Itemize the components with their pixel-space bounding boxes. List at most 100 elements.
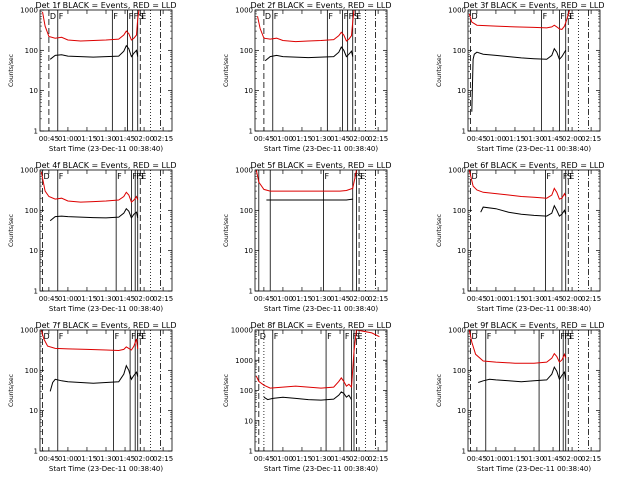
plot-frame bbox=[255, 330, 387, 451]
y-tick-label: 10 bbox=[29, 87, 38, 95]
plot-frame bbox=[255, 10, 387, 131]
y-tick-label: 100 bbox=[240, 387, 253, 395]
x-tick-label: 02:00 bbox=[349, 135, 369, 143]
plot-frame bbox=[468, 330, 600, 451]
y-tick-label: 1000 bbox=[448, 167, 466, 175]
y-tick-label: 1 bbox=[462, 448, 466, 456]
y-axis-label: Counts/sec bbox=[436, 214, 443, 247]
y-tick-label: 100 bbox=[240, 207, 253, 215]
event-marker-label: F bbox=[540, 332, 545, 341]
y-tick-label: 1000 bbox=[448, 327, 466, 335]
x-axis-label: Start Time (23-Dec-11 00:38:40) bbox=[49, 465, 163, 473]
x-tick-label: 02:15 bbox=[581, 455, 601, 463]
x-axis-label: Start Time (23-Dec-11 00:38:40) bbox=[264, 305, 378, 313]
x-axis-label: Start Time (23-Dec-11 00:38:40) bbox=[264, 145, 378, 153]
event-marker-label: F bbox=[345, 332, 350, 341]
plot-frame bbox=[40, 170, 172, 291]
x-tick-label: 02:15 bbox=[581, 295, 601, 303]
event-marker-label: F bbox=[327, 332, 332, 341]
panel-2: Det 2f BLACK = Events, RED = LLD Counts/s… bbox=[223, 1, 392, 153]
y-axis-label: Counts/sec bbox=[223, 374, 230, 407]
x-tick-label: 02:15 bbox=[368, 455, 388, 463]
x-tick-label: 00:45 bbox=[467, 135, 487, 143]
panel-title: Det 3f BLACK = Events, RED = LLD bbox=[463, 1, 604, 10]
panel-title: Det 2f BLACK = Events, RED = LLD bbox=[250, 1, 391, 10]
x-tick-label: 02:15 bbox=[581, 135, 601, 143]
x-tick-label: 01:00 bbox=[486, 295, 506, 303]
event-marker-label: F bbox=[543, 12, 548, 21]
y-tick-label: 10 bbox=[457, 247, 466, 255]
series-line-events bbox=[478, 367, 566, 382]
event-marker-label: E bbox=[569, 332, 574, 341]
y-tick-label: 1000 bbox=[20, 7, 38, 15]
y-tick-label: 100 bbox=[453, 367, 466, 375]
x-tick-label: 01:00 bbox=[273, 135, 293, 143]
event-marker-label: F bbox=[274, 12, 279, 21]
x-tick-label: 02:00 bbox=[134, 135, 154, 143]
x-tick-label: 01:45 bbox=[115, 135, 135, 143]
plot-frame bbox=[468, 170, 600, 291]
plot-frame bbox=[468, 10, 600, 131]
y-tick-label: 10 bbox=[244, 417, 253, 425]
x-tick-label: 00:45 bbox=[467, 455, 487, 463]
x-tick-label: 01:15 bbox=[505, 295, 525, 303]
x-tick-label: 02:00 bbox=[134, 295, 154, 303]
y-axis-label: Counts/sec bbox=[8, 214, 15, 247]
event-marker-label: F bbox=[115, 332, 120, 341]
series-line-events bbox=[266, 199, 352, 200]
x-tick-label: 01:45 bbox=[330, 135, 350, 143]
series-line-lld bbox=[43, 10, 140, 41]
x-tick-label: 00:45 bbox=[254, 135, 274, 143]
x-tick-label: 01:15 bbox=[77, 135, 97, 143]
event-marker-label: F bbox=[487, 332, 492, 341]
event-marker-label: F bbox=[113, 12, 118, 21]
event-marker-label: E bbox=[360, 172, 365, 181]
x-axis-label: Start Time (23-Dec-11 00:38:40) bbox=[477, 145, 591, 153]
panel-title: Det 8f BLACK = Events, RED = LLD bbox=[250, 321, 391, 330]
y-tick-label: 100 bbox=[25, 367, 38, 375]
x-tick-label: 01:15 bbox=[292, 135, 312, 143]
x-tick-label: 02:15 bbox=[368, 295, 388, 303]
x-tick-label: 00:45 bbox=[254, 295, 274, 303]
x-tick-label: 01:30 bbox=[311, 135, 331, 143]
x-tick-label: 01:00 bbox=[58, 455, 78, 463]
x-tick-label: 00:45 bbox=[254, 455, 274, 463]
y-axis-label: Counts/sec bbox=[223, 214, 230, 247]
series-line-lld bbox=[41, 172, 137, 202]
x-tick-label: 02:00 bbox=[562, 455, 582, 463]
y-tick-label: 1000 bbox=[235, 7, 253, 15]
series-line-lld bbox=[256, 170, 356, 191]
panel-1: Det 1f BLACK = Events, RED = LLD Counts/s… bbox=[8, 1, 177, 153]
event-marker-label: D bbox=[44, 172, 50, 181]
y-tick-label: 10 bbox=[29, 407, 38, 415]
panel-6: Det 6f BLACK = Events, RED = LLD Counts/s… bbox=[436, 161, 605, 313]
x-tick-label: 01:30 bbox=[311, 295, 331, 303]
x-tick-label: 01:45 bbox=[330, 295, 350, 303]
panel-title: Det 9f BLACK = Events, RED = LLD bbox=[463, 321, 604, 330]
y-tick-label: 10000 bbox=[231, 327, 253, 335]
y-axis-label: Counts/sec bbox=[8, 54, 15, 87]
y-axis-label: Counts/sec bbox=[436, 374, 443, 407]
series-line-events bbox=[50, 46, 138, 60]
y-tick-label: 100 bbox=[25, 207, 38, 215]
x-tick-label: 01:45 bbox=[543, 455, 563, 463]
y-tick-label: 100 bbox=[240, 47, 253, 55]
y-tick-label: 10 bbox=[244, 87, 253, 95]
x-tick-label: 01:45 bbox=[543, 295, 563, 303]
panel-title: Det 1f BLACK = Events, RED = LLD bbox=[35, 1, 176, 10]
event-marker-label: F bbox=[328, 12, 333, 21]
x-tick-label: 00:45 bbox=[39, 135, 59, 143]
panel-title: Det 5f BLACK = Events, RED = LLD bbox=[250, 161, 391, 170]
x-tick-label: 02:00 bbox=[134, 455, 154, 463]
plot-frame bbox=[40, 10, 172, 131]
event-marker-label: D bbox=[472, 332, 478, 341]
y-tick-label: 1 bbox=[249, 288, 253, 296]
x-tick-label: 01:30 bbox=[96, 135, 116, 143]
y-tick-label: 100 bbox=[25, 47, 38, 55]
series-line-events bbox=[265, 47, 353, 61]
x-tick-label: 02:00 bbox=[349, 455, 369, 463]
x-axis-label: Start Time (23-Dec-11 00:38:40) bbox=[477, 465, 591, 473]
event-marker-label: F bbox=[59, 172, 64, 181]
y-tick-label: 10 bbox=[457, 407, 466, 415]
panel-4: Det 4f BLACK = Events, RED = LLDCounts/s… bbox=[8, 161, 177, 313]
